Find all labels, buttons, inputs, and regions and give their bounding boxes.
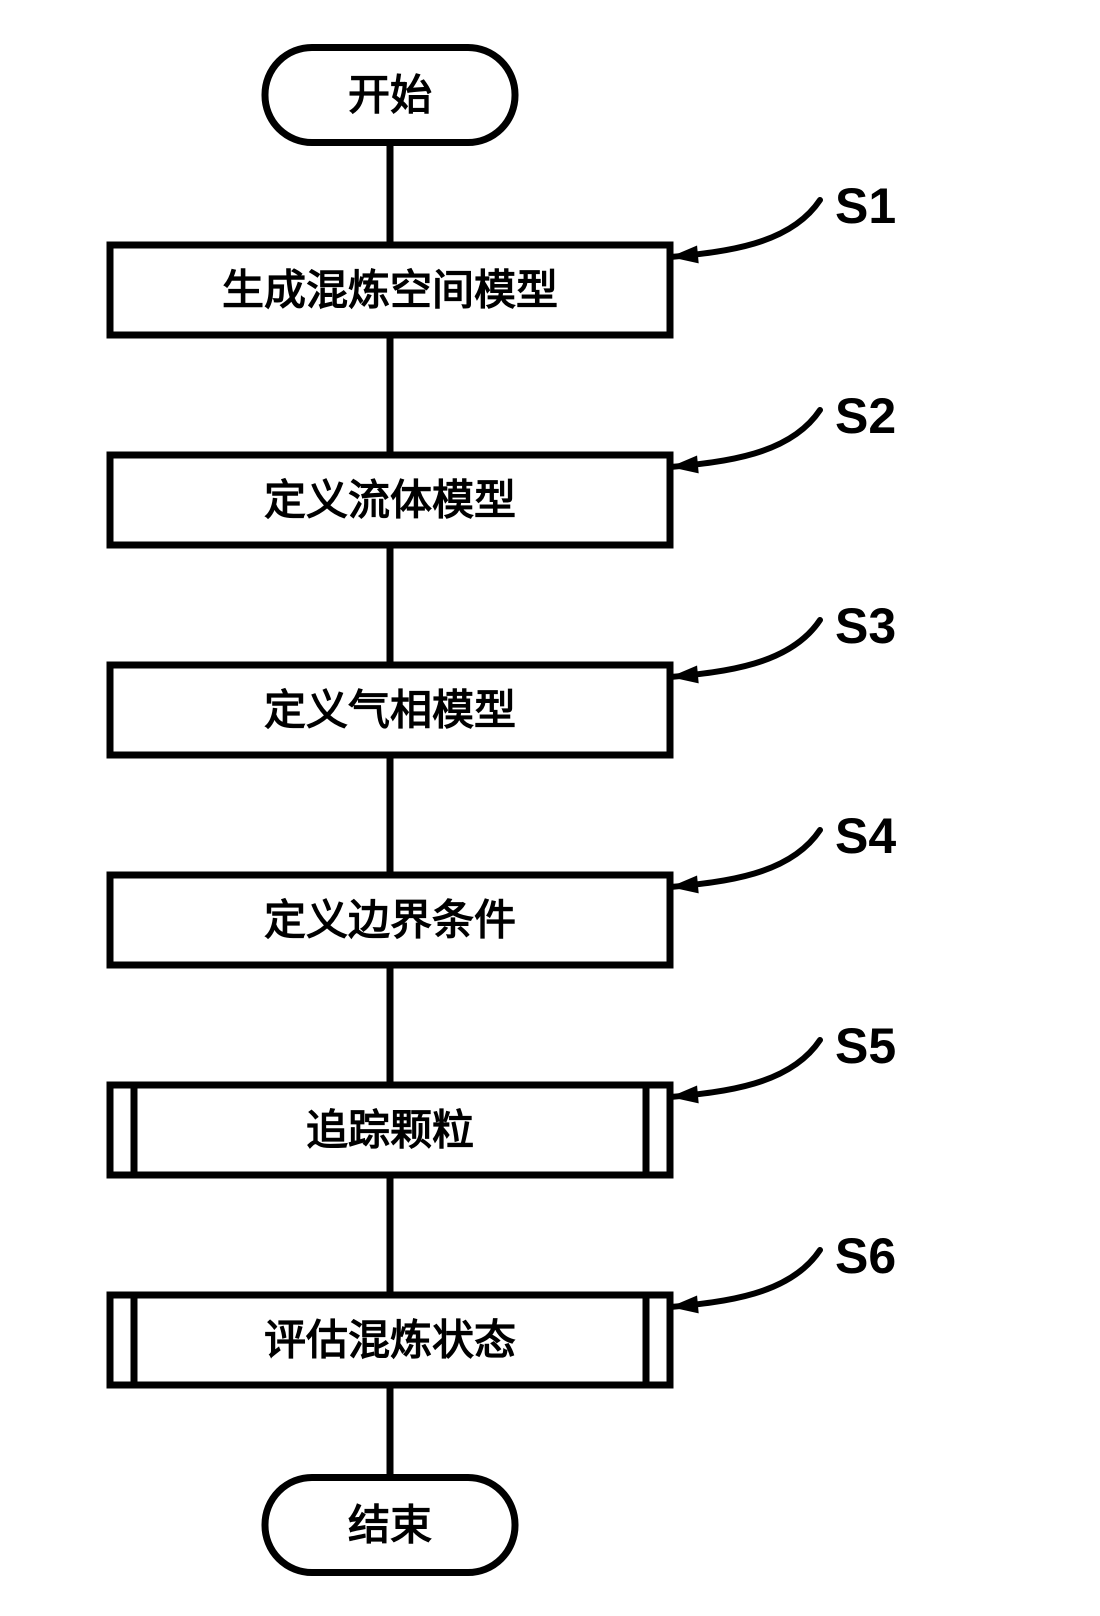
step-label: 定义流体模型 — [264, 477, 516, 524]
step-label: 追踪颗粒 — [306, 1107, 474, 1154]
step-id-label: S2 — [835, 388, 896, 444]
step-id-label: S5 — [835, 1018, 896, 1074]
end-terminal-label: 结束 — [348, 1502, 432, 1549]
flowchart-diagram: 开始结束 生成混炼空间模型 S1 定义流体模型 S2 定义气相模型 S3 定义边界条件 S4 追踪… — [0, 0, 1100, 1616]
start-terminal-label: 开始 — [348, 72, 432, 119]
step-label: 生成混炼空间模型 — [222, 267, 558, 314]
step-label: 定义边界条件 — [264, 897, 516, 944]
step-id-label: S6 — [835, 1228, 896, 1284]
step-label: 定义气相模型 — [264, 687, 516, 734]
step-id-label: S4 — [835, 808, 896, 864]
step-label: 评估混炼状态 — [264, 1317, 516, 1364]
step-id-label: S3 — [835, 598, 896, 654]
step-id-label: S1 — [835, 178, 896, 234]
